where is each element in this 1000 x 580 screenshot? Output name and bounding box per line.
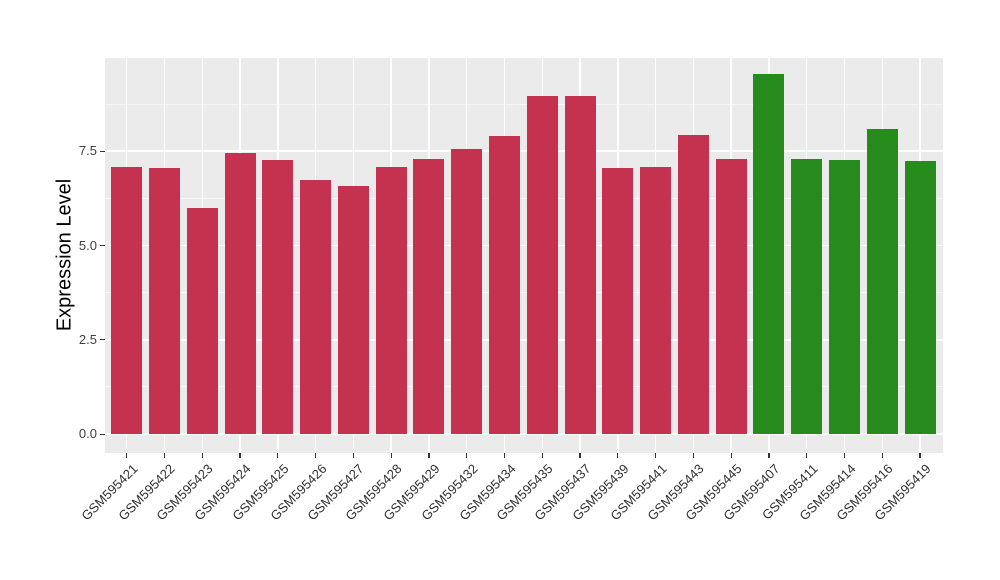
y-tick-mark [100, 339, 105, 341]
y-tick-mark [100, 150, 105, 152]
x-tick-mark [617, 453, 619, 458]
x-tick-mark [352, 453, 354, 458]
x-tick-mark [919, 453, 921, 458]
gridline-horizontal-major [105, 433, 943, 435]
x-tick-mark [579, 453, 581, 458]
bar [904, 160, 936, 434]
x-tick-mark [466, 453, 468, 458]
gridline-horizontal-major [105, 56, 943, 58]
gridline-horizontal-minor [105, 292, 943, 294]
x-tick-mark [503, 453, 506, 458]
y-tick-label: 2.5 [78, 331, 97, 347]
gridline-horizontal-major [105, 338, 943, 341]
bar [489, 136, 520, 434]
bar [413, 158, 445, 434]
x-tick-mark [655, 453, 657, 458]
x-tick-mark [126, 453, 128, 458]
x-tick-mark [239, 453, 241, 458]
x-tick-mark [390, 453, 392, 458]
gridline-horizontal-minor [105, 197, 943, 199]
x-tick-mark [768, 453, 770, 458]
gridline-horizontal-minor [105, 386, 943, 388]
y-tick-label: 7.5 [78, 143, 97, 159]
bar [451, 149, 483, 434]
x-tick-mark [541, 453, 543, 458]
gridline-horizontal-major [105, 244, 943, 247]
y-tick-mark [100, 433, 105, 435]
x-tick-mark [201, 453, 203, 458]
bar [337, 186, 369, 434]
gridline-horizontal-major [105, 150, 943, 153]
x-tick-mark [692, 453, 694, 458]
bar [111, 167, 143, 434]
bar [677, 135, 709, 434]
x-tick-mark [163, 453, 166, 458]
y-tick-label: 0.0 [78, 426, 97, 441]
bar [866, 129, 898, 434]
bar [753, 73, 785, 434]
y-tick-mark [100, 245, 105, 247]
bar [186, 207, 218, 434]
bar [602, 168, 634, 434]
x-tick-mark [730, 453, 732, 458]
x-tick-mark [843, 453, 846, 458]
gridline-horizontal-minor [105, 103, 943, 105]
x-tick-mark [428, 453, 430, 458]
bar [526, 95, 558, 434]
bar [262, 159, 294, 434]
bar [791, 158, 823, 434]
bar [224, 153, 256, 434]
x-tick-mark [806, 453, 808, 458]
bar [715, 158, 747, 434]
bar [640, 167, 672, 434]
bar [829, 159, 861, 434]
x-tick-mark [881, 453, 883, 458]
y-axis-title-text: Expression Level [53, 178, 76, 332]
x-tick-mark [315, 453, 317, 458]
y-tick-label: 5.0 [78, 237, 97, 253]
bar [564, 95, 596, 434]
bar [375, 167, 407, 434]
bar [148, 168, 180, 434]
x-tick-mark [277, 453, 279, 458]
bar [300, 179, 332, 434]
